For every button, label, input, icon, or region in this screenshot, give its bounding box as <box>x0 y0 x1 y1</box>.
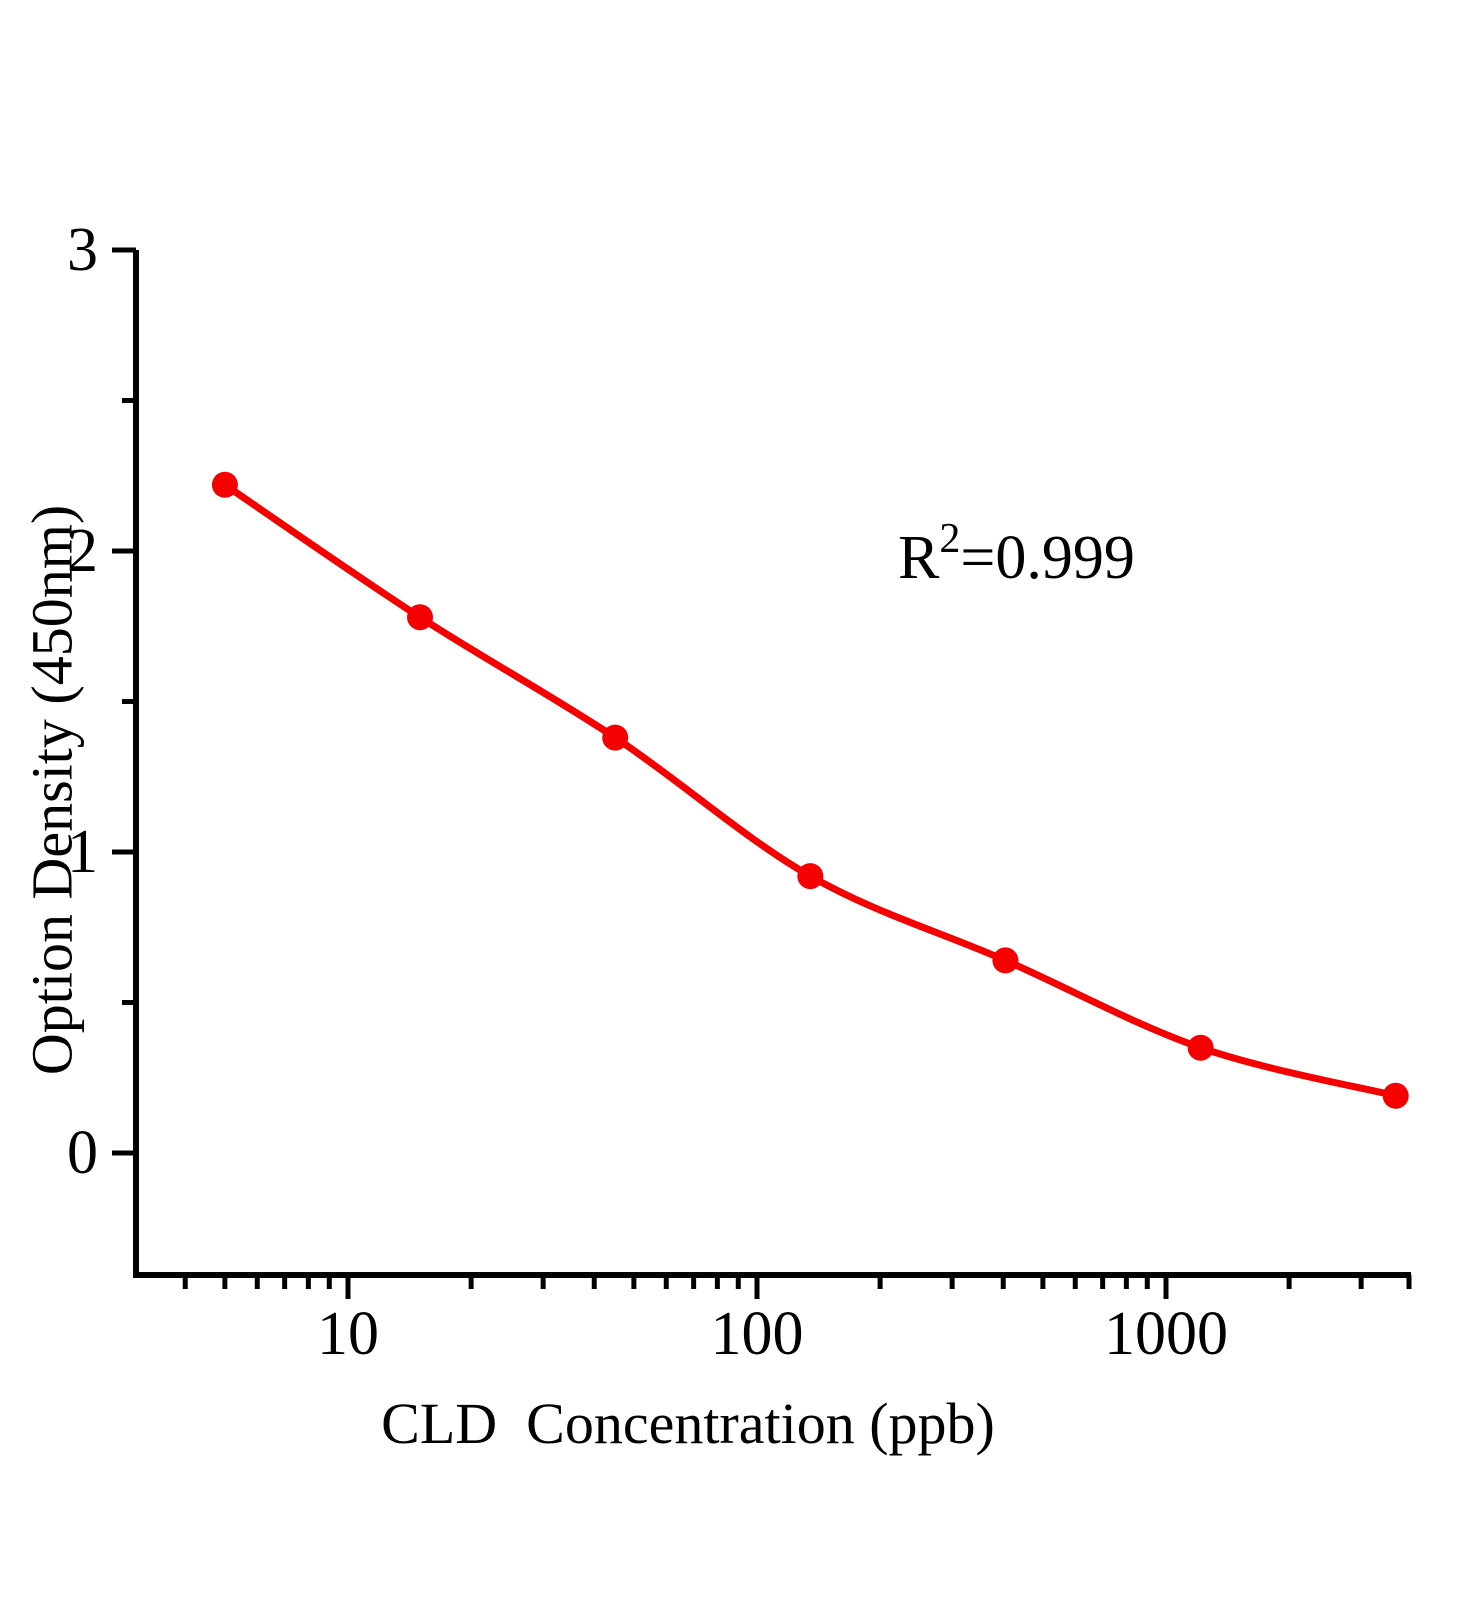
x-tick-label: 1000 <box>1104 1300 1228 1368</box>
axes-frame <box>133 250 1411 1278</box>
y-axis-title: Option Density (450nm) <box>20 505 85 1075</box>
data-point-marker <box>797 863 824 890</box>
x-axis-tick-labels: 10 100 1000 <box>317 1300 1228 1368</box>
data-points <box>211 471 1409 1109</box>
y-tick-label: 0 <box>67 1119 98 1187</box>
data-point-marker <box>211 471 238 498</box>
r-squared-base: R <box>898 524 940 592</box>
data-point-marker <box>602 724 629 751</box>
r-squared-exponent: 2 <box>939 516 960 562</box>
data-point-marker <box>992 947 1019 974</box>
fit-curve <box>221 481 1400 1100</box>
data-point-marker <box>1382 1082 1409 1109</box>
x-tick-label: 100 <box>711 1300 804 1368</box>
r-squared-annotation: R2=0.999 <box>898 516 1135 592</box>
r-squared-rest: =0.999 <box>960 524 1134 592</box>
y-tick-label: 3 <box>67 216 98 284</box>
x-tick-label: 10 <box>317 1300 379 1368</box>
x-axis-ticks <box>182 1275 1412 1299</box>
y-tick-label: 2 <box>67 517 98 585</box>
y-tick-label: 1 <box>67 818 98 886</box>
x-axis-title: CLD Concentration (ppb) <box>381 1391 995 1456</box>
y-axis-tick-labels: 3 2 1 0 <box>67 216 98 1187</box>
y-axis-ticks <box>112 247 136 1156</box>
data-point-marker <box>1187 1034 1214 1061</box>
data-point-marker <box>407 604 433 631</box>
